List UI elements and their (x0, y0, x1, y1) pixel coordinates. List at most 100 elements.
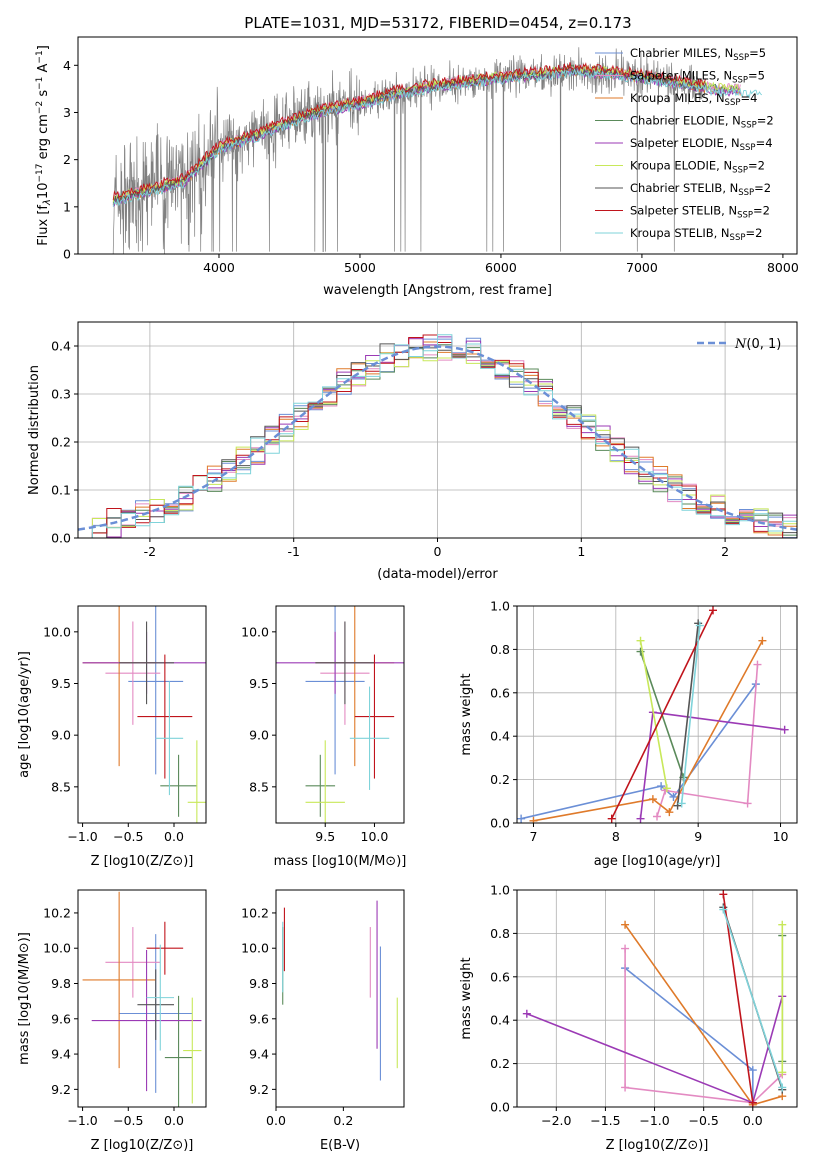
legend-label-tail: =5 (749, 46, 766, 60)
y-tick-label-3: 0.6 (490, 685, 510, 700)
y-tick-label-4: 10.0 (43, 941, 71, 956)
weight-marker-0-0 (517, 814, 526, 823)
plot-area (522, 890, 787, 1107)
axes-box (275, 605, 405, 824)
weight-marker-0-1 (657, 782, 666, 791)
weight-marker-2-0 (529, 816, 538, 823)
x-tick-label-1: -1 (287, 544, 299, 559)
plot-area (82, 891, 202, 1107)
axes-frame: −1.0 −0.5 0.0 9.2 9.4 9.6 9.8 10.0 10.2 (43, 889, 207, 1128)
x-tick-label-3: −0.5 (688, 1113, 718, 1128)
weight-line-6 (676, 623, 699, 806)
weight-marker-7-1 (748, 1098, 757, 1107)
x-tick-label-2: 6000 (485, 260, 517, 275)
legend-label-main: Salpeter STELIB, N (630, 204, 737, 218)
axes-box (275, 889, 405, 1108)
plot-area (112, 47, 763, 254)
x-tick-label-0: −1.0 (67, 829, 97, 844)
axes-box (516, 605, 798, 824)
weight-marker-0-1 (748, 1066, 757, 1075)
legend-label-main: Chabrier MILES, N (630, 46, 733, 60)
legend-label-main: Kroupa STELIB, N (630, 226, 730, 240)
legend-label-sub: SSP (730, 233, 746, 243)
legend-label-sub: SSP (737, 211, 753, 221)
legend-label-tail: =2 (753, 204, 770, 218)
x-axis-label: mass [log10(M/M⊙)] (274, 854, 407, 869)
x-tick-label-0: −2.0 (541, 1113, 571, 1128)
x-tick-label-3: 1 (577, 544, 585, 559)
y-tick-label-2: 0.2 (51, 435, 71, 450)
ylabel-sup: −1 (35, 77, 45, 90)
x-tick-label-1: 5000 (344, 260, 376, 275)
x-axis-label: Z [log10(Z/Z⊙)] (91, 1138, 194, 1153)
weight-line-0 (624, 967, 754, 1103)
legend-label-3: Chabrier ELODIE, NSSP=2 (630, 114, 774, 131)
x-axis-label: Z [log10(Z/Z⊙)] (606, 1138, 709, 1153)
ylabel-sup: −1 (35, 50, 45, 63)
y-tick-label-3: 9.8 (51, 976, 71, 991)
y-tick-label-2: 9.6 (249, 1011, 269, 1026)
weight-marker-7-1 (709, 606, 717, 615)
y-axis-label: mass weight (459, 673, 474, 755)
legend-label-sub: SSP (741, 121, 757, 131)
y-tick-label-1: 0.1 (51, 483, 71, 498)
y-tick-label-1: 1 (63, 199, 71, 214)
y-tick-label-2: 9.5 (249, 676, 269, 691)
y-tick-label-3: 0.3 (51, 387, 71, 402)
axes-frame: -2 -1 0 1 2 0.0 0.1 0.2 0.3 0.4 (51, 321, 798, 559)
plot-area (276, 606, 404, 823)
legend-label-args: (0, 1) (746, 337, 781, 352)
weight-marker-7-0 (607, 814, 616, 823)
legend-label-6: Chabrier STELIB, NSSP=2 (630, 181, 771, 198)
legend-label-sub: SSP (733, 53, 749, 63)
x-tick-label-1: −0.5 (113, 1113, 143, 1128)
y-tick-label-0: 0 (63, 247, 71, 262)
legend-label-tail: =2 (754, 181, 771, 195)
x-tick-label-3: 10 (773, 829, 789, 844)
y-tick-label-4: 10.0 (241, 941, 269, 956)
weight-marker-5-1 (662, 784, 671, 793)
plot-area (282, 900, 398, 1081)
weight-line-2 (533, 640, 764, 822)
ylabel-sub: λ (42, 199, 53, 206)
y-tick-label-1: 0.2 (490, 1056, 510, 1071)
y-tick-label-2: 2 (63, 152, 71, 167)
y-tick-label-4: 0.4 (51, 339, 71, 354)
age-vs-mass-panel: 9.5 10.0 8.5 9.0 9.5 10.0 mass [log10(M/M⊙)] (241, 605, 407, 869)
weight-marker-7-0 (719, 890, 728, 899)
y-tick-label-2: 9.5 (51, 676, 71, 691)
legend-label-sub: SSP (732, 166, 748, 176)
x-tick-label-2: 0.0 (164, 1113, 184, 1128)
figure-title: PLATE=1031, MJD=53172, FIBERID=0454, z=0… (244, 14, 631, 32)
plot-area (517, 606, 789, 823)
y-axis-label: Normed distribution (27, 365, 42, 495)
weight-marker-4-2 (780, 725, 789, 734)
axes-frame: 0.0 0.2 9.2 9.4 9.6 9.8 10.0 10.2 (241, 889, 405, 1128)
y-tick-label-3: 9.8 (249, 976, 269, 991)
x-axis-label: E(B-V) (320, 1138, 360, 1153)
legend-label-5: Kroupa ELODIE, NSSP=2 (630, 159, 765, 176)
y-tick-label-1: 9.4 (51, 1047, 71, 1062)
weight-line-1 (656, 664, 759, 817)
legend-label-sub: SSP (738, 188, 754, 198)
axes-box (516, 889, 798, 1108)
x-tick-label-0: 9.5 (315, 829, 335, 844)
ylabel-sup: −2 (35, 101, 45, 114)
legend-label-tail: =5 (748, 69, 765, 83)
weight-line-8 (680, 625, 701, 804)
gaussian-reference-curve (78, 345, 797, 531)
x-tick-label-4: 2 (721, 544, 729, 559)
ylabel-part: ] (36, 45, 51, 50)
weight-marker-8-0 (677, 799, 686, 808)
y-tick-label-1: 0.2 (490, 772, 510, 787)
y-tick-label-0: 0.0 (490, 816, 510, 831)
y-tick-label-1: 9.0 (51, 728, 71, 743)
weight-marker-2-1 (648, 795, 657, 804)
y-axis-label: mass weight (459, 957, 474, 1039)
x-tick-label-2: −1.0 (639, 1113, 669, 1128)
x-axis-label: (data-model)/error (377, 567, 498, 582)
y-axis-label: Flux [fλ10−17 erg cm−2 s−1 A−1] (35, 45, 53, 246)
ylabel-sup: −17 (35, 164, 45, 183)
weight-vs-metallicity-panel: −2.0 −1.5 −1.0 −0.5 0.0 0.0 0.2 0.4 0.6 0.8 1.0 mas… (459, 883, 798, 1153)
